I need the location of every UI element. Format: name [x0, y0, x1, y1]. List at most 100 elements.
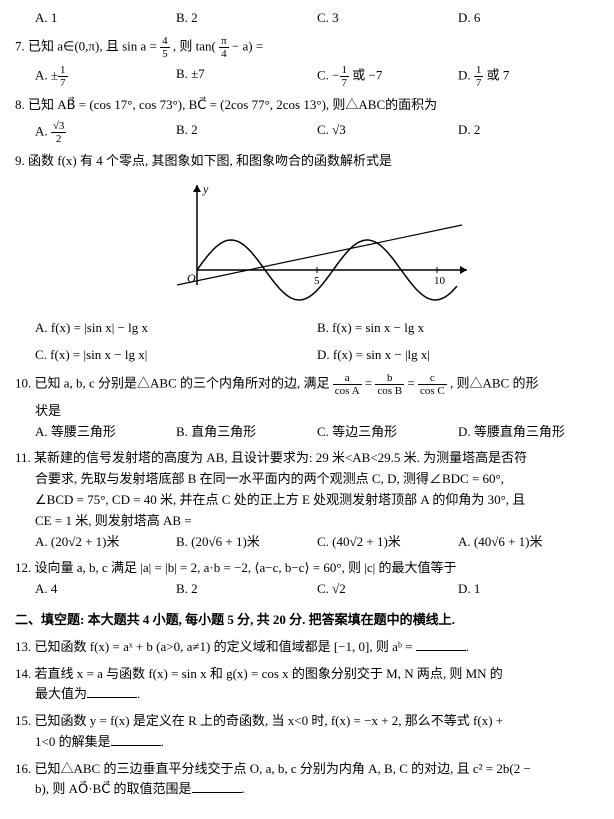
- q10-text: 10. 已知 a, b, c 分别是△ABC 的三个内角所对的边, 满足 aco…: [15, 372, 599, 397]
- txt: 或 −7: [349, 68, 382, 83]
- txt: , 则△ABC 的形: [450, 375, 538, 390]
- frac-d: cos C: [418, 385, 447, 397]
- opt-b: B. 直角三角形: [176, 422, 317, 443]
- q13-text: 13. 已知函数 f(x) = aˣ + b (a>0, a≠1) 的定义域和值…: [15, 639, 416, 654]
- q12-options: A. 4 B. 2 C. √2 D. 1: [15, 579, 599, 600]
- frac-n: 1: [474, 64, 484, 77]
- opt-c: C. f(x) = |sin x − lg x|: [35, 345, 317, 366]
- opt-a: A. f(x) = |sin x| − lg x: [35, 318, 317, 339]
- q11-l1: 11. 某新建的信号发射塔的高度为 AB, 且设计要求为: 29 米<AB<29…: [15, 448, 599, 469]
- frac: 17: [58, 64, 68, 89]
- opt-a: A. 4: [35, 579, 176, 600]
- frac-n: √3: [51, 120, 67, 133]
- opt-a: A. √32: [35, 120, 176, 145]
- q9-options-1: A. f(x) = |sin x| − lg x B. f(x) = sin x…: [15, 318, 599, 339]
- q7-frac1: 45: [160, 35, 170, 60]
- q11-l3: ∠BCD = 75°, CD = 40 米, 并在点 C 处的正上方 E 处观测…: [15, 490, 599, 511]
- frac: ccos C: [418, 372, 447, 397]
- blank: [416, 650, 466, 651]
- opt-d: D. 6: [458, 8, 599, 29]
- frac: 17: [340, 64, 350, 89]
- blank: [87, 697, 137, 698]
- frac-n: 1: [58, 64, 68, 77]
- opt-d: D. 17 或 7: [458, 64, 599, 89]
- question-14: 14. 若直线 x = a 与函数 f(x) = sin x 和 g(x) = …: [15, 664, 599, 706]
- q7-mid: , 则 tan(: [173, 38, 216, 53]
- opt-c: C. √3: [317, 120, 458, 145]
- opt-c: C. 3: [317, 8, 458, 29]
- q6-options: A. 1 B. 2 C. 3 D. 6: [15, 8, 599, 29]
- q8-options: A. √32 B. 2 C. √3 D. 2: [15, 120, 599, 145]
- frac-d: 7: [340, 77, 350, 89]
- frac-n: b: [375, 372, 404, 385]
- question-10: 10. 已知 a, b, c 分别是△ABC 的三个内角所对的边, 满足 aco…: [15, 372, 599, 443]
- txt: A.: [35, 124, 51, 139]
- frac-n: c: [418, 372, 447, 385]
- opt-d: D. 2: [458, 120, 599, 145]
- opt-a: A. (20√2 + 1)米: [35, 532, 176, 553]
- q11-options: A. (20√2 + 1)米 B. (20√6 + 1)米 C. (40√2 +…: [15, 532, 599, 553]
- svg-text:10: 10: [434, 275, 446, 287]
- opt-c: C. √2: [317, 579, 458, 600]
- txt: A. ±: [35, 68, 58, 83]
- q16-l2: b), 则 AO⃗·BC⃗ 的取值范围是.: [15, 779, 599, 800]
- opt-c: C. −17 或 −7: [317, 64, 458, 89]
- frac-d: 7: [474, 77, 484, 89]
- q15-l1: 15. 已知函数 y = f(x) 是定义在 R 上的奇函数, 当 x<0 时,…: [15, 711, 599, 732]
- opt-b: B. (20√6 + 1)米: [176, 532, 317, 553]
- txt: 或 7: [483, 68, 509, 83]
- q10-line2: 状是: [15, 401, 599, 422]
- opt-c: C. (40√2 + 1)米: [317, 532, 458, 553]
- q15-l2: 1<0 的解集是.: [15, 732, 599, 753]
- frac: acos A: [333, 372, 362, 397]
- opt-a: A. 1: [15, 8, 176, 29]
- q9-chart-wrap: Oy510: [15, 180, 599, 310]
- frac: √32: [51, 120, 67, 145]
- opt-b: B. 2: [176, 120, 317, 145]
- q11-l2: 合要求, 先取与发射塔底部 B 在同一水平面内的两个观测点 C, D, 测得∠B…: [15, 469, 599, 490]
- question-13: 13. 已知函数 f(x) = aˣ + b (a>0, a≠1) 的定义域和值…: [15, 637, 599, 658]
- question-15: 15. 已知函数 y = f(x) 是定义在 R 上的奇函数, 当 x<0 时,…: [15, 711, 599, 753]
- svg-text:y: y: [202, 182, 209, 196]
- question-9: 9. 函数 f(x) 有 4 个零点, 其图象如下图, 和图象吻合的函数解析式是…: [15, 151, 599, 365]
- section-2-heading: 二、填空题: 本大题共 4 小题, 每小题 5 分, 共 20 分. 把答案填在…: [15, 610, 599, 631]
- opt-b: B. ±7: [176, 64, 317, 89]
- frac: 17: [474, 64, 484, 89]
- frac-d: cos B: [375, 385, 404, 397]
- frac-d: 5: [160, 48, 170, 60]
- txt: D.: [458, 68, 474, 83]
- opt-b: B. 2: [176, 579, 317, 600]
- question-8: 8. 已知 AB⃗ = (cos 17°, cos 73°), BC⃗ = (2…: [15, 95, 599, 145]
- q9-text: 9. 函数 f(x) 有 4 个零点, 其图象如下图, 和图象吻合的函数解析式是: [15, 151, 599, 172]
- question-7: 7. 已知 a∈(0,π), 且 sin a = 45 , 则 tan( π4 …: [15, 35, 599, 89]
- q7-options: A. ±17 B. ±7 C. −17 或 −7 D. 17 或 7: [15, 64, 599, 89]
- opt-d: A. (40√6 + 1)米: [458, 532, 599, 553]
- question-16: 16. 已知△ABC 的三边垂直平分线交于点 O, a, b, c 分别为内角 …: [15, 759, 599, 801]
- blank: [192, 792, 242, 793]
- frac-d: 2: [51, 133, 67, 145]
- opt-b: B. 2: [176, 8, 317, 29]
- frac: bcos B: [375, 372, 404, 397]
- q16-l1: 16. 已知△ABC 的三边垂直平分线交于点 O, a, b, c 分别为内角 …: [15, 759, 599, 780]
- opt-d: D. 等腰直角三角形: [458, 422, 599, 443]
- q10-options: A. 等腰三角形 B. 直角三角形 C. 等边三角形 D. 等腰直角三角形: [15, 422, 599, 443]
- q14-l2: 最大值为.: [15, 684, 599, 705]
- txt: b), 则 AO⃗·BC⃗ 的取值范围是: [35, 781, 192, 796]
- frac-n: π: [219, 35, 229, 48]
- frac-d: 4: [219, 48, 229, 60]
- q7-text: 7. 已知 a∈(0,π), 且 sin a = 45 , 则 tan( π4 …: [15, 35, 599, 60]
- opt-a: A. ±17: [35, 64, 176, 89]
- q14-l1: 14. 若直线 x = a 与函数 f(x) = sin x 和 g(x) = …: [15, 664, 599, 685]
- q12-text: 12. 设向量 a, b, c 满足 |a| = |b| = 2, a·b = …: [15, 558, 599, 579]
- txt: C. −: [317, 68, 340, 83]
- q8-text: 8. 已知 AB⃗ = (cos 17°, cos 73°), BC⃗ = (2…: [15, 95, 599, 116]
- opt-a: A. 等腰三角形: [35, 422, 176, 443]
- frac-n: 4: [160, 35, 170, 48]
- opt-d: D. 1: [458, 579, 599, 600]
- q9-options-2: C. f(x) = |sin x − lg x| D. f(x) = sin x…: [15, 345, 599, 366]
- opt-b: B. f(x) = sin x − lg x: [317, 318, 599, 339]
- opt-c: C. 等边三角形: [317, 422, 458, 443]
- frac-n: a: [333, 372, 362, 385]
- q11-l4: CE = 1 米, 则发射塔高 AB =: [15, 511, 599, 532]
- q7-end: − a) =: [232, 38, 263, 53]
